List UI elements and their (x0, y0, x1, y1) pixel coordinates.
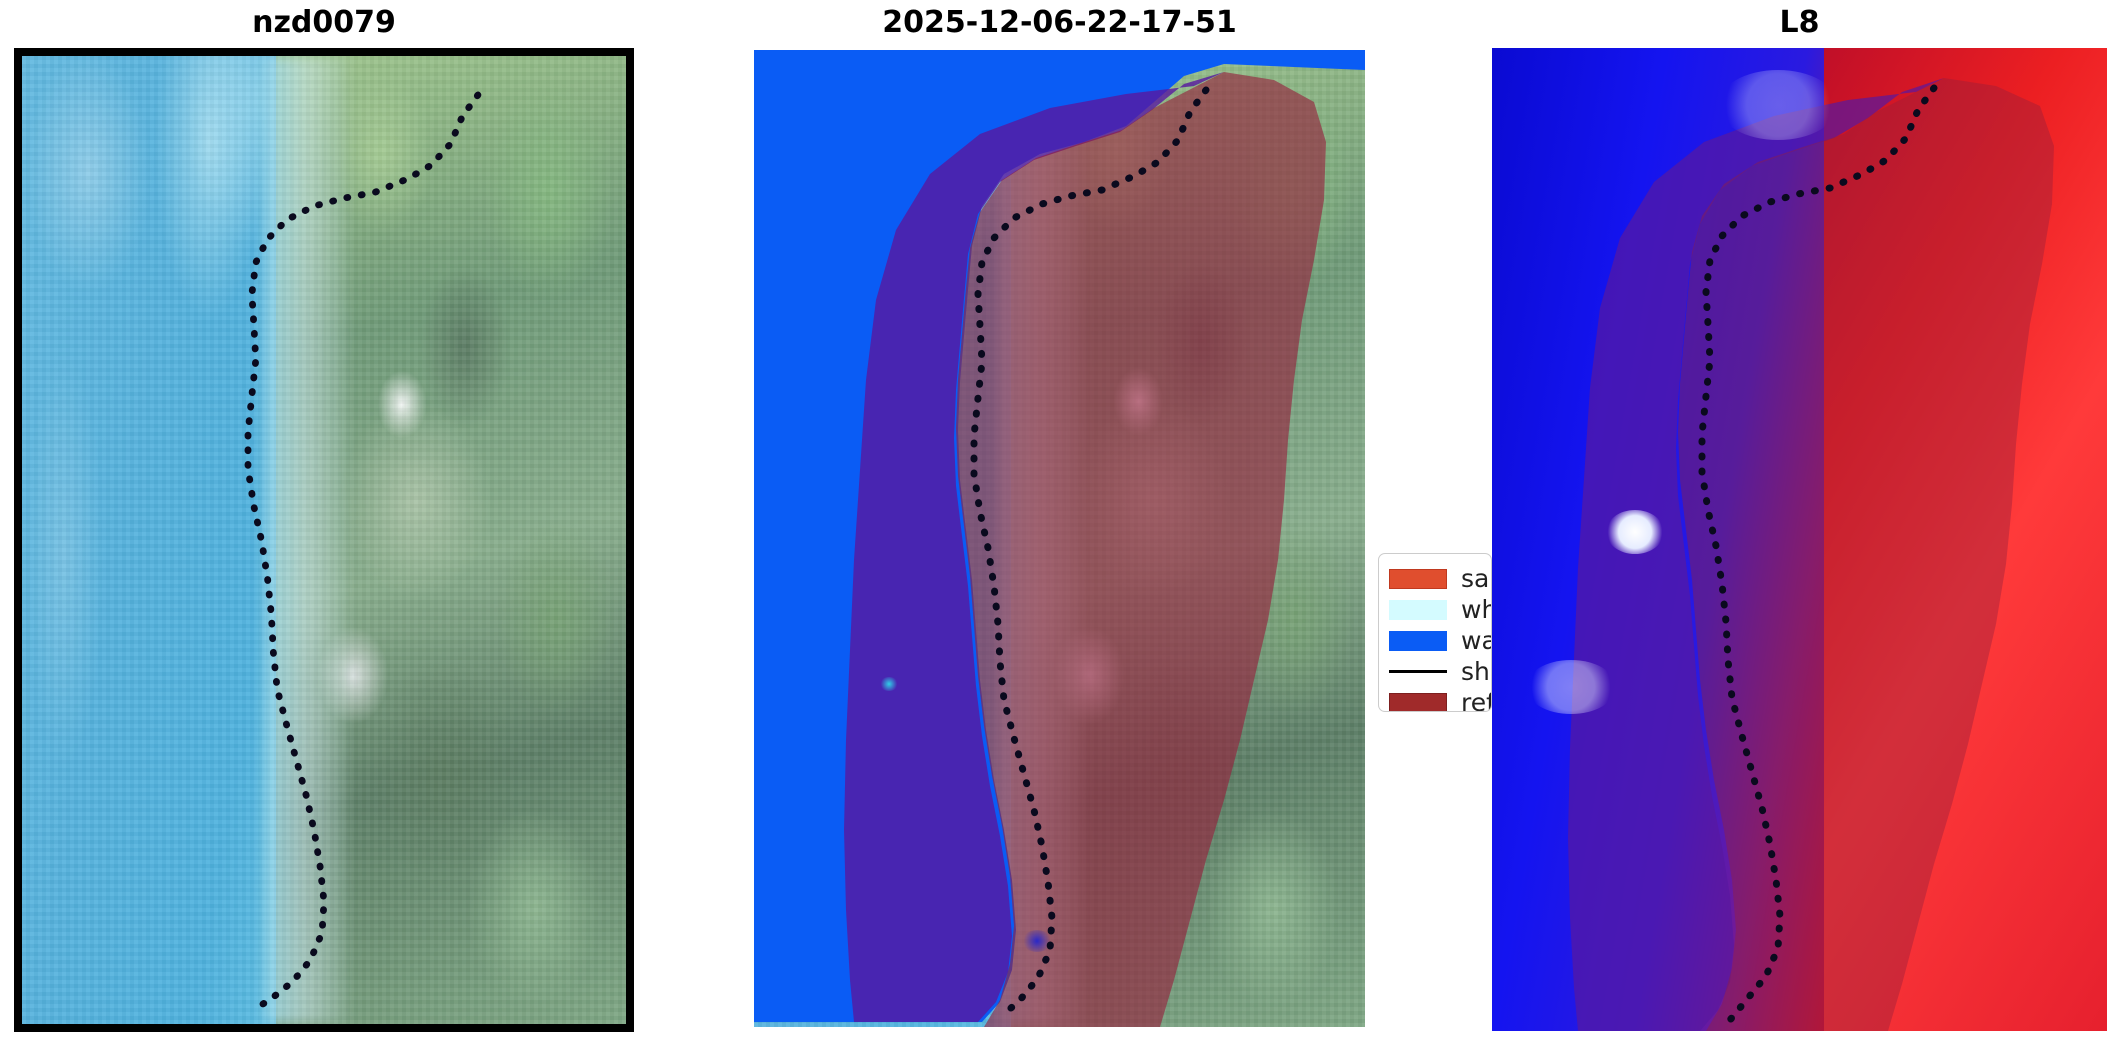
shoreline-line-icon (1389, 662, 1447, 682)
water-anomaly-marker (880, 677, 898, 691)
panel-classified-image (754, 50, 1365, 1027)
legend-entry-sand[interactable]: sand (1389, 563, 1491, 594)
legend-label-reference: refer (1461, 687, 1491, 712)
legend-label-shoreline: shor (1461, 656, 1491, 686)
legend-label-sand: sand (1461, 563, 1491, 593)
panel-title-1: nzd0079 (252, 5, 396, 40)
panel-title-3: L8 (1779, 5, 1820, 40)
legend-entry-water[interactable]: wate (1389, 625, 1491, 656)
pixel-texture (22, 56, 626, 1024)
purple-sea-overlay (844, 72, 1224, 1022)
water-anomaly-marker-2 (1022, 930, 1052, 952)
reference-buffer-overlay (1678, 78, 2054, 1031)
whitewater-swatch (1389, 599, 1447, 620)
panel-l8[interactable] (1492, 48, 2107, 1031)
legend-entry-reference[interactable]: refer (1389, 687, 1491, 711)
legend: sand whit wate shor refer (1378, 553, 1492, 712)
reference-swatch (1389, 692, 1447, 711)
reference-buffer-overlay (956, 72, 1326, 1027)
true-color-imagery (22, 56, 626, 1024)
panel-classified[interactable] (754, 50, 1365, 1027)
panel-l8-image (1492, 48, 2107, 1031)
cloud-blob-2 (1526, 660, 1616, 714)
cloud-blob-3 (1718, 70, 1838, 140)
water-swatch (1389, 630, 1447, 651)
sand-swatch (1389, 568, 1447, 589)
legend-label-water: wate (1461, 625, 1491, 655)
panel-title-2: 2025-12-06-22-17-51 (882, 5, 1237, 40)
purple-sea-overlay (1568, 78, 1944, 1031)
legend-label-whitewater: whit (1461, 594, 1491, 624)
legend-entry-shoreline[interactable]: shor (1389, 656, 1491, 687)
panel-site-rgb-image (22, 56, 626, 1024)
legend-entry-whitewater[interactable]: whit (1389, 594, 1491, 625)
panel-site-rgb[interactable] (14, 48, 634, 1032)
cloud-blob-1 (1606, 510, 1664, 554)
